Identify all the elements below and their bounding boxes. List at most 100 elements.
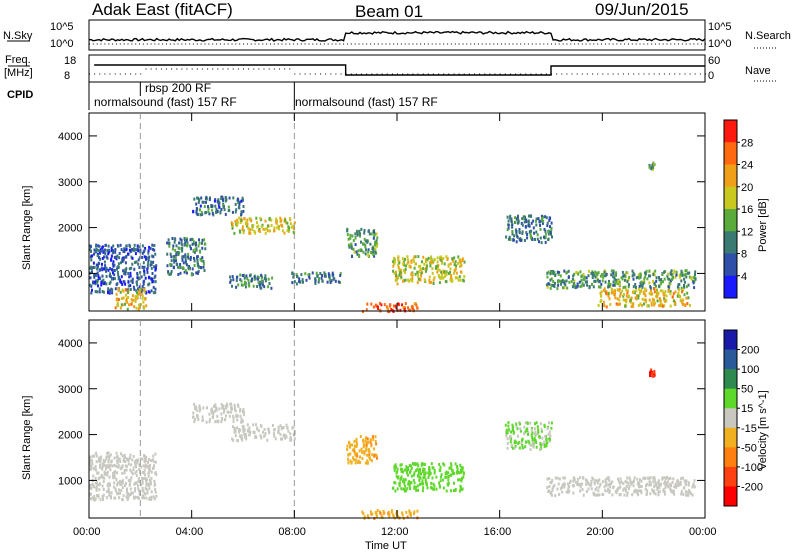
data-cell xyxy=(240,417,243,421)
data-cell xyxy=(104,266,107,270)
data-cell xyxy=(455,271,458,275)
data-cell xyxy=(408,484,411,488)
data-cell xyxy=(548,439,551,443)
data-cell xyxy=(402,478,405,482)
data-cell xyxy=(150,260,153,264)
data-cell xyxy=(534,238,536,241)
data-cell xyxy=(423,467,426,471)
data-cell xyxy=(179,263,182,266)
data-cell xyxy=(129,245,132,248)
data-cell xyxy=(235,279,238,282)
data-cell xyxy=(511,423,514,427)
data-cell xyxy=(132,298,135,302)
data-cell xyxy=(199,213,202,217)
colorbar-tick-label: 12 xyxy=(741,226,753,238)
data-cell xyxy=(598,493,601,497)
data-cell xyxy=(659,289,662,293)
data-cell xyxy=(613,276,616,280)
data-cell xyxy=(108,475,111,479)
data-cell xyxy=(666,475,668,479)
data-cell xyxy=(654,269,657,273)
data-cell xyxy=(447,478,450,482)
data-cell xyxy=(139,248,142,252)
data-cell xyxy=(660,280,663,284)
data-cell xyxy=(290,225,293,229)
data-cell xyxy=(224,212,227,216)
data-cell xyxy=(626,280,629,284)
data-cell xyxy=(535,230,538,234)
data-cell xyxy=(601,279,604,283)
data-cell xyxy=(551,487,554,491)
data-cell xyxy=(517,440,520,444)
data-cell xyxy=(522,216,525,220)
data-cell xyxy=(242,427,245,430)
data-cell xyxy=(524,225,527,228)
data-cell xyxy=(527,430,530,434)
data-cell xyxy=(101,495,104,499)
data-cell xyxy=(125,299,128,303)
data-cell xyxy=(365,448,368,452)
data-cell xyxy=(681,301,684,305)
data-cell xyxy=(201,246,204,250)
data-cell xyxy=(658,483,661,487)
data-cell xyxy=(179,237,182,241)
data-cell xyxy=(413,485,416,489)
data-cell xyxy=(123,471,126,475)
data-cell xyxy=(597,489,600,493)
data-cell xyxy=(127,284,130,288)
data-cell xyxy=(153,464,156,468)
data-cell xyxy=(123,250,126,253)
data-cell xyxy=(101,467,104,471)
data-cell xyxy=(602,300,605,304)
data-cell xyxy=(427,476,430,479)
data-cell xyxy=(680,279,683,283)
data-cell xyxy=(551,284,554,287)
data-cell xyxy=(637,275,640,279)
data-cell xyxy=(109,267,112,271)
data-cell xyxy=(440,273,443,277)
data-cell xyxy=(221,195,224,199)
data-cell xyxy=(170,272,173,276)
data-cell xyxy=(598,485,601,489)
cpid-entry-2: normalsound (fast) 157 RF xyxy=(295,95,438,109)
data-cell xyxy=(382,510,385,513)
data-cell xyxy=(264,432,267,435)
data-cell xyxy=(259,424,262,428)
data-cell xyxy=(99,248,102,252)
data-cell xyxy=(562,286,564,290)
data-cell xyxy=(289,222,292,226)
data-cell xyxy=(273,226,276,230)
data-cell xyxy=(240,420,243,424)
data-cell xyxy=(632,289,635,293)
data-cell xyxy=(645,269,648,273)
data-cell xyxy=(405,465,408,469)
data-cell xyxy=(622,274,625,278)
data-cell xyxy=(428,281,431,285)
data-cell xyxy=(547,270,550,274)
data-cell xyxy=(413,266,416,270)
data-cell xyxy=(668,483,671,487)
data-cell xyxy=(150,459,152,463)
data-cell xyxy=(408,265,411,268)
data-cell xyxy=(113,475,116,479)
data-cell xyxy=(136,244,139,248)
data-cell xyxy=(440,270,443,274)
data-cell xyxy=(593,482,596,486)
data-cell xyxy=(185,263,188,267)
data-cell xyxy=(234,219,237,223)
data-cell xyxy=(663,277,666,281)
data-cell xyxy=(525,231,528,235)
data-cell xyxy=(90,466,93,470)
data-cell xyxy=(608,284,611,288)
data-cell xyxy=(568,280,571,284)
data-cell xyxy=(231,437,234,441)
data-cell xyxy=(546,221,549,225)
data-cell xyxy=(506,215,509,219)
data-cell xyxy=(640,288,643,292)
data-cell xyxy=(644,487,647,491)
data-cell xyxy=(365,248,367,252)
data-cell xyxy=(653,298,655,302)
data-cell xyxy=(254,231,257,235)
data-cell xyxy=(110,491,113,495)
data-cell xyxy=(676,484,679,488)
